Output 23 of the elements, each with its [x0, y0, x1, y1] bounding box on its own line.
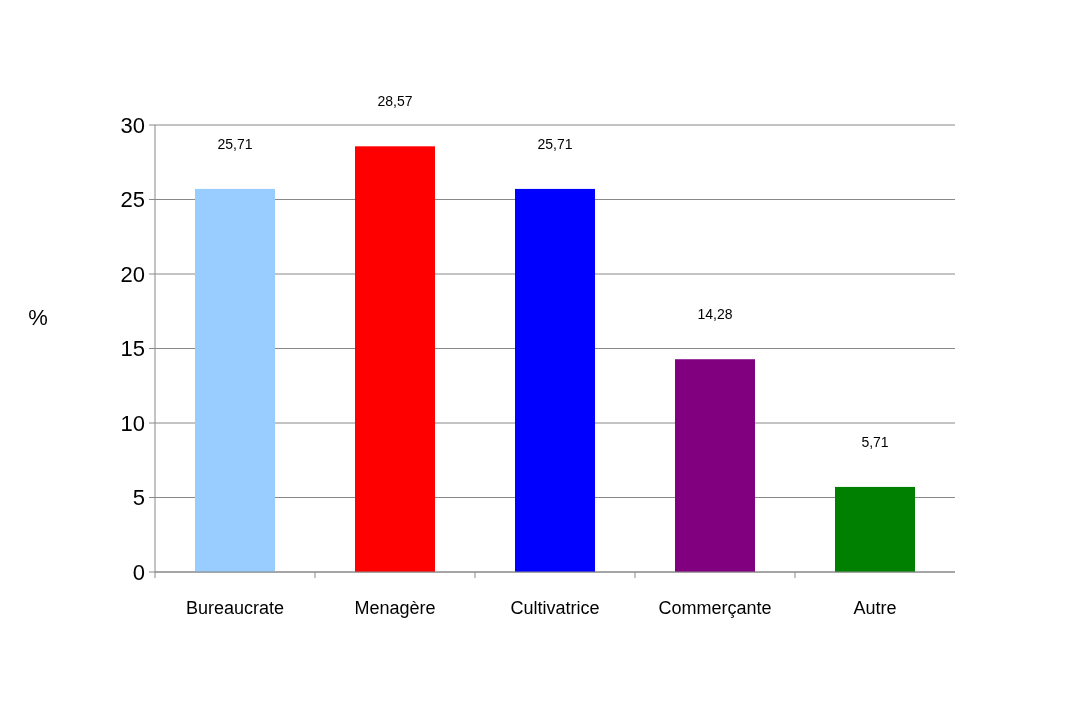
data-label: 28,57	[377, 93, 413, 110]
data-label: 5,71	[861, 433, 889, 450]
data-label: 25,71	[537, 135, 573, 152]
bar	[195, 188, 275, 572]
x-tick-label: Commerçante	[658, 598, 772, 618]
bar	[355, 146, 435, 572]
y-tick-label: 20	[120, 261, 145, 287]
x-tick-label: Menagère	[354, 598, 436, 618]
x-tick-label: Bureaucrate	[185, 598, 285, 618]
y-tick-label: 15	[120, 336, 145, 362]
bar	[515, 188, 595, 572]
y-axis-title: %	[28, 305, 48, 330]
y-tick-label: 10	[120, 410, 145, 436]
y-tick-label: 25	[120, 187, 145, 213]
data-label: 25,71	[217, 135, 253, 152]
bar	[835, 486, 915, 572]
y-tick-label: 5	[132, 485, 145, 511]
bar	[675, 359, 755, 572]
y-tick-label: 30	[120, 112, 145, 138]
y-tick-label: 0	[132, 559, 145, 585]
data-label: 14,28	[697, 306, 733, 323]
x-tick-label: Cultivatrice	[510, 598, 600, 618]
x-tick-label: Autre	[853, 598, 897, 618]
